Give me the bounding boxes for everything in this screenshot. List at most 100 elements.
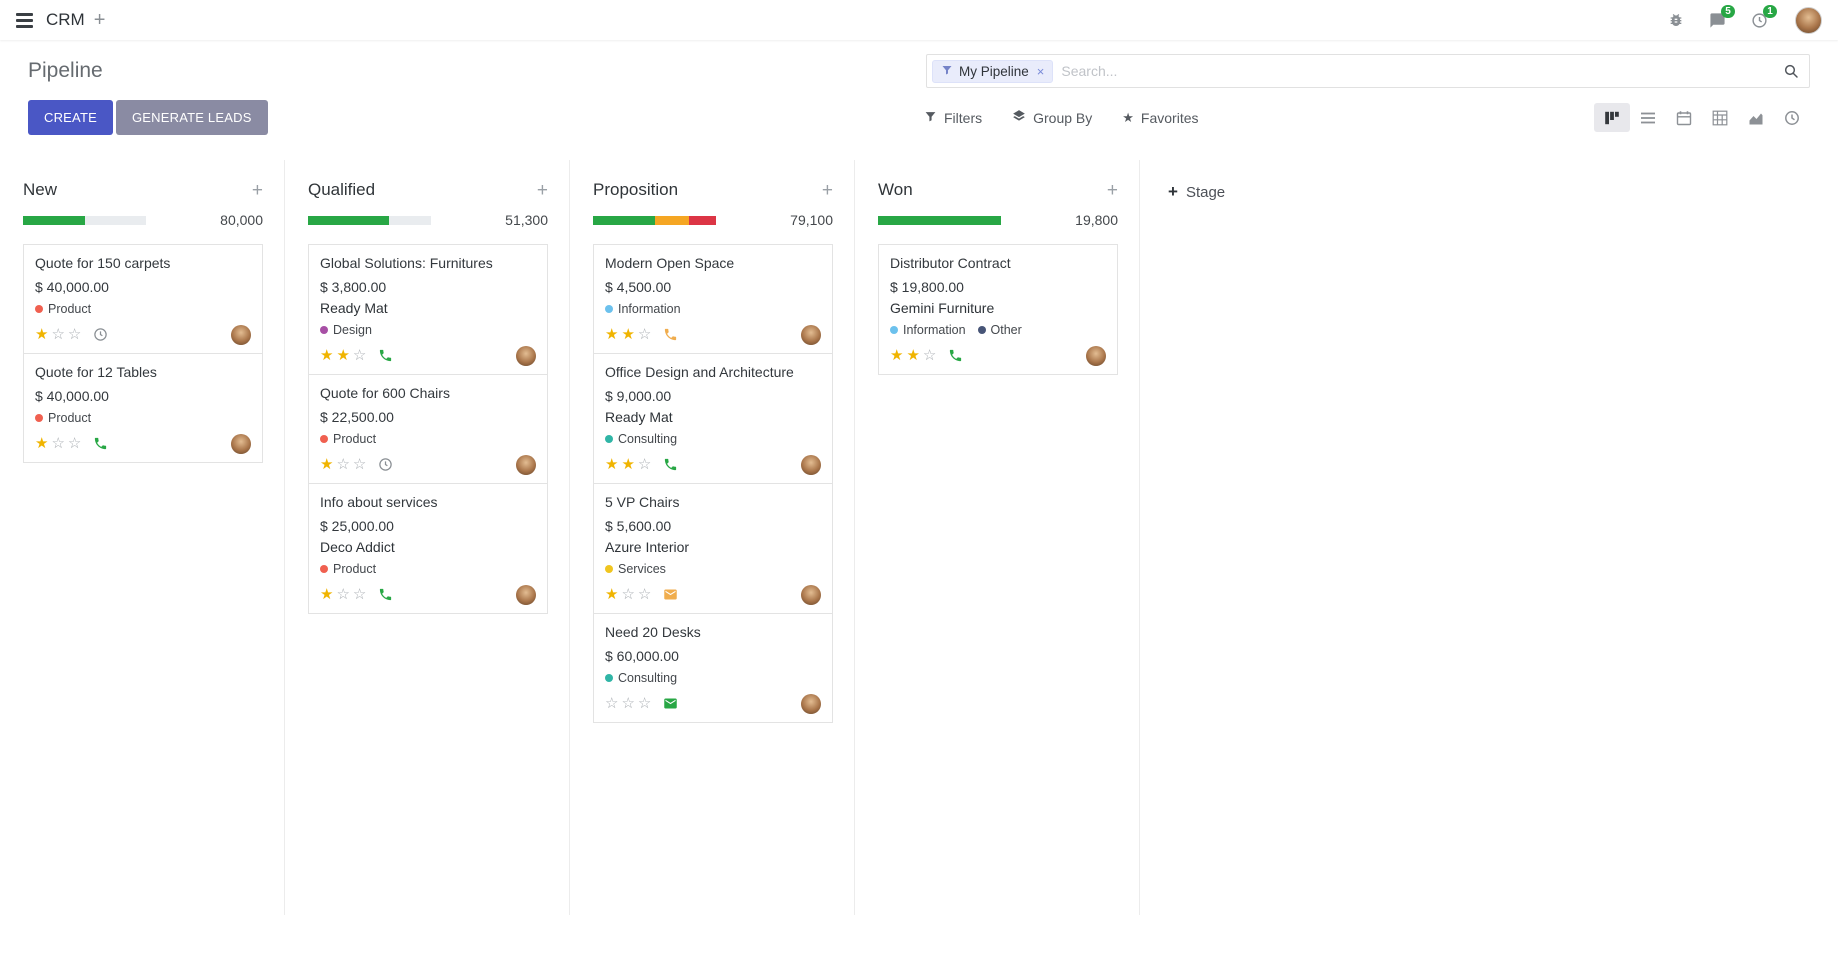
activity-phone-icon[interactable] bbox=[378, 348, 393, 363]
card-tag: Design bbox=[320, 323, 372, 337]
activity-clock-icon[interactable] bbox=[378, 457, 393, 472]
activity-clock-icon[interactable] bbox=[93, 327, 108, 342]
search-bar[interactable]: My Pipeline × bbox=[926, 54, 1810, 88]
salesperson-avatar[interactable] bbox=[231, 324, 251, 345]
priority-star[interactable]: ☆ bbox=[637, 456, 655, 474]
column-progressbar[interactable] bbox=[593, 215, 716, 225]
progress-segment[interactable] bbox=[654, 215, 689, 225]
priority-star[interactable]: ☆ bbox=[621, 695, 638, 713]
priority-star[interactable]: ★ bbox=[35, 326, 52, 344]
activity-phone-icon[interactable] bbox=[93, 436, 108, 451]
favorites-button[interactable]: ★ Favorites bbox=[1122, 110, 1198, 126]
priority-star[interactable]: ★ bbox=[320, 456, 337, 474]
activities-clock-icon[interactable]: 1 bbox=[1751, 4, 1777, 29]
priority-star[interactable]: ☆ bbox=[621, 586, 638, 604]
view-pivot-icon[interactable] bbox=[1702, 103, 1738, 132]
activity-phone-icon[interactable] bbox=[948, 348, 963, 363]
kanban-card[interactable]: Distributor Contract $ 19,800.00 Gemini Fu… bbox=[878, 244, 1118, 375]
salesperson-avatar[interactable] bbox=[516, 454, 536, 475]
activity-phone-icon[interactable] bbox=[663, 327, 678, 342]
progress-segment[interactable] bbox=[688, 215, 716, 225]
apps-menu-icon[interactable] bbox=[16, 12, 33, 28]
priority-star[interactable]: ☆ bbox=[637, 586, 655, 604]
search-input[interactable] bbox=[1061, 63, 1783, 79]
generate-leads-button[interactable]: GENERATE LEADS bbox=[115, 100, 268, 135]
kanban-card[interactable]: Need 20 Desks $ 60,000.00 Consulting ☆☆☆ bbox=[593, 612, 833, 723]
priority-star[interactable]: ★ bbox=[320, 347, 337, 365]
kanban-card[interactable]: Modern Open Space $ 4,500.00 Information … bbox=[593, 244, 833, 354]
priority-star[interactable]: ☆ bbox=[637, 695, 655, 713]
column-quick-create-button[interactable]: + bbox=[536, 179, 548, 201]
priority-star[interactable]: ★ bbox=[605, 326, 622, 344]
progress-segment[interactable] bbox=[23, 215, 85, 225]
priority-star[interactable]: ☆ bbox=[922, 347, 940, 365]
salesperson-avatar[interactable] bbox=[1086, 345, 1106, 366]
progress-segment[interactable] bbox=[593, 215, 655, 225]
priority-star[interactable]: ☆ bbox=[605, 695, 622, 713]
column-progressbar[interactable] bbox=[23, 215, 146, 225]
kanban-card[interactable]: 5 VP Chairs $ 5,600.00 Azure Interior Serv… bbox=[593, 482, 833, 614]
filters-button[interactable]: Filters bbox=[924, 110, 982, 126]
priority-star[interactable]: ★ bbox=[890, 347, 907, 365]
kanban-card[interactable]: Quote for 12 Tables $ 40,000.00 Product ★… bbox=[23, 352, 263, 463]
priority-star[interactable]: ★ bbox=[621, 456, 638, 474]
view-graph-icon[interactable] bbox=[1738, 103, 1774, 132]
priority-star[interactable]: ☆ bbox=[51, 435, 68, 453]
kanban-card[interactable]: Global Solutions: Furnitures $ 3,800.00 Re… bbox=[308, 244, 548, 375]
column-progressbar[interactable] bbox=[878, 215, 1001, 225]
view-calendar-icon[interactable] bbox=[1666, 103, 1702, 132]
progress-segment[interactable] bbox=[878, 215, 1001, 225]
priority-star[interactable]: ☆ bbox=[637, 326, 655, 344]
activity-envelope-icon[interactable] bbox=[663, 696, 678, 711]
priority-star[interactable]: ☆ bbox=[51, 326, 68, 344]
priority-star[interactable]: ☆ bbox=[336, 456, 353, 474]
messages-icon[interactable]: 5 bbox=[1709, 4, 1735, 29]
plus-icon[interactable]: + bbox=[93, 8, 106, 31]
priority-star[interactable]: ★ bbox=[906, 347, 923, 365]
priority-star[interactable]: ★ bbox=[605, 586, 622, 604]
priority-star[interactable]: ★ bbox=[35, 435, 52, 453]
column-quick-create-button[interactable]: + bbox=[1106, 179, 1118, 201]
kanban-card[interactable]: Info about services $ 25,000.00 Deco Addic… bbox=[308, 482, 548, 614]
priority-star[interactable]: ☆ bbox=[352, 456, 370, 474]
kanban-card[interactable]: Quote for 150 carpets $ 40,000.00 Product… bbox=[23, 244, 263, 354]
priority-star[interactable]: ☆ bbox=[67, 435, 85, 453]
kanban-card[interactable]: Quote for 600 Chairs $ 22,500.00 Product … bbox=[308, 373, 548, 484]
app-name[interactable]: CRM bbox=[46, 10, 85, 29]
activity-phone-icon[interactable] bbox=[663, 457, 678, 472]
priority-star[interactable]: ★ bbox=[320, 586, 337, 604]
search-icon[interactable] bbox=[1783, 63, 1799, 79]
priority-star[interactable]: ☆ bbox=[352, 347, 370, 365]
progress-segment[interactable] bbox=[308, 215, 390, 225]
column-quick-create-button[interactable]: + bbox=[821, 179, 833, 201]
search-facet-my-pipeline[interactable]: My Pipeline × bbox=[932, 59, 1054, 83]
debug-bug-icon[interactable] bbox=[1668, 12, 1684, 28]
add-stage-button[interactable]: + Stage bbox=[1168, 182, 1225, 202]
facet-remove-icon[interactable]: × bbox=[1036, 63, 1045, 79]
salesperson-avatar[interactable] bbox=[516, 584, 536, 605]
priority-star[interactable]: ☆ bbox=[67, 326, 85, 344]
user-avatar[interactable] bbox=[1795, 6, 1822, 34]
group-by-button[interactable]: Group By bbox=[1012, 109, 1092, 126]
salesperson-avatar[interactable] bbox=[231, 433, 251, 454]
column-progressbar[interactable] bbox=[308, 215, 431, 225]
priority-star[interactable]: ☆ bbox=[336, 586, 353, 604]
create-button[interactable]: CREATE bbox=[28, 100, 113, 135]
activity-phone-icon[interactable] bbox=[378, 587, 393, 602]
priority-star[interactable]: ☆ bbox=[352, 586, 370, 604]
salesperson-avatar[interactable] bbox=[801, 324, 821, 345]
priority-star[interactable]: ★ bbox=[605, 456, 622, 474]
view-list-icon[interactable] bbox=[1630, 103, 1666, 132]
salesperson-avatar[interactable] bbox=[801, 454, 821, 475]
activity-envelope-icon[interactable] bbox=[663, 587, 678, 602]
card-tag: Product bbox=[35, 302, 91, 316]
view-kanban-icon[interactable] bbox=[1594, 103, 1630, 132]
column-quick-create-button[interactable]: + bbox=[251, 179, 263, 201]
salesperson-avatar[interactable] bbox=[801, 584, 821, 605]
salesperson-avatar[interactable] bbox=[516, 345, 536, 366]
salesperson-avatar[interactable] bbox=[801, 693, 821, 714]
priority-star[interactable]: ★ bbox=[336, 347, 353, 365]
kanban-card[interactable]: Office Design and Architecture $ 9,000.00… bbox=[593, 352, 833, 484]
view-activity-icon[interactable] bbox=[1774, 103, 1810, 132]
priority-star[interactable]: ★ bbox=[621, 326, 638, 344]
